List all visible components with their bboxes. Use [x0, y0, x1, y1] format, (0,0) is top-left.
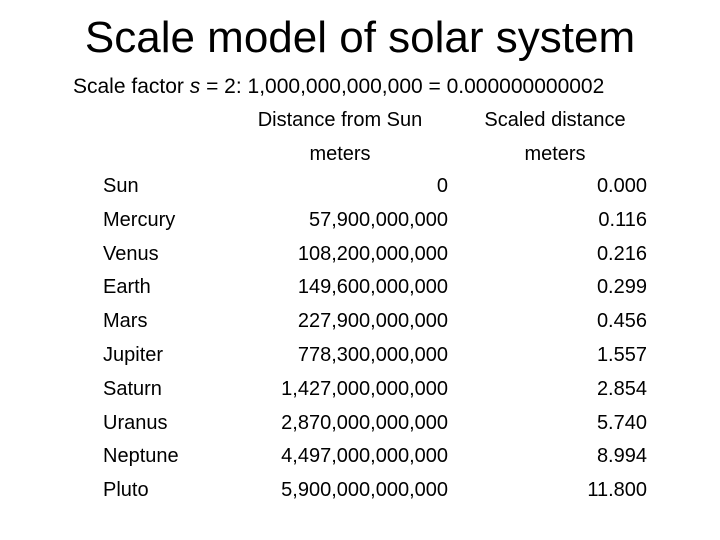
distance: 1,427,000,000,000 — [281, 377, 448, 400]
planet-name: Mercury — [103, 208, 176, 231]
distance: 2,870,000,000,000 — [281, 411, 448, 434]
unit-label: meters — [309, 143, 371, 165]
distance: 778,300,000,000 — [297, 344, 448, 366]
scaled-distance: 0.299 — [596, 276, 647, 299]
planet-name: Sun — [103, 175, 139, 197]
column-header: Distance from Sun — [257, 109, 423, 131]
scaled-distance: 0.216 — [596, 242, 647, 265]
planet-name: Mars — [103, 310, 148, 333]
subtitle-text: = 2: 1,000,000,000,000 = 0.000000000002 — [200, 75, 605, 98]
distance: 149,600,000,000 — [297, 276, 448, 299]
scaled-distance: 8.994 — [596, 445, 647, 468]
planet-name: Neptune — [103, 445, 179, 468]
scaled-distance: 0.116 — [598, 208, 647, 231]
planet-name: Jupiter — [103, 344, 164, 366]
planet-name: Earth — [103, 276, 151, 299]
distance: 0 — [436, 175, 448, 197]
variable: s — [189, 75, 201, 98]
distance: 5,900,000,000,000 — [281, 479, 448, 502]
subtitle: Scale factor s = 2: 1,000,000,000,000 = … — [73, 76, 604, 97]
planet-name: Pluto — [103, 479, 149, 502]
planet-name: Uranus — [103, 411, 168, 434]
title: Scale model of solar system — [84, 13, 636, 62]
planet-name: Saturn — [103, 377, 162, 400]
subtitle-text: Scale factor — [73, 75, 190, 98]
scaled-distance: 0.456 — [596, 310, 647, 333]
distance: 108,200,000,000 — [297, 242, 448, 265]
unit-label: meters — [524, 143, 586, 165]
scaled-distance: 1.557 — [596, 344, 647, 366]
scaled-distance: 2.854 — [596, 377, 647, 400]
scaled-distance: 5.740 — [596, 411, 647, 434]
scaled-distance: 0.000 — [596, 175, 647, 197]
distance: 4,497,000,000,000 — [281, 445, 448, 468]
distance: 227,900,000,000 — [297, 310, 448, 333]
planet-name: Venus — [103, 242, 159, 265]
distance: 57,900,000,000 — [308, 208, 448, 231]
column-header: Scaled distance — [484, 109, 626, 131]
scaled-distance: 11.800 — [587, 479, 647, 502]
